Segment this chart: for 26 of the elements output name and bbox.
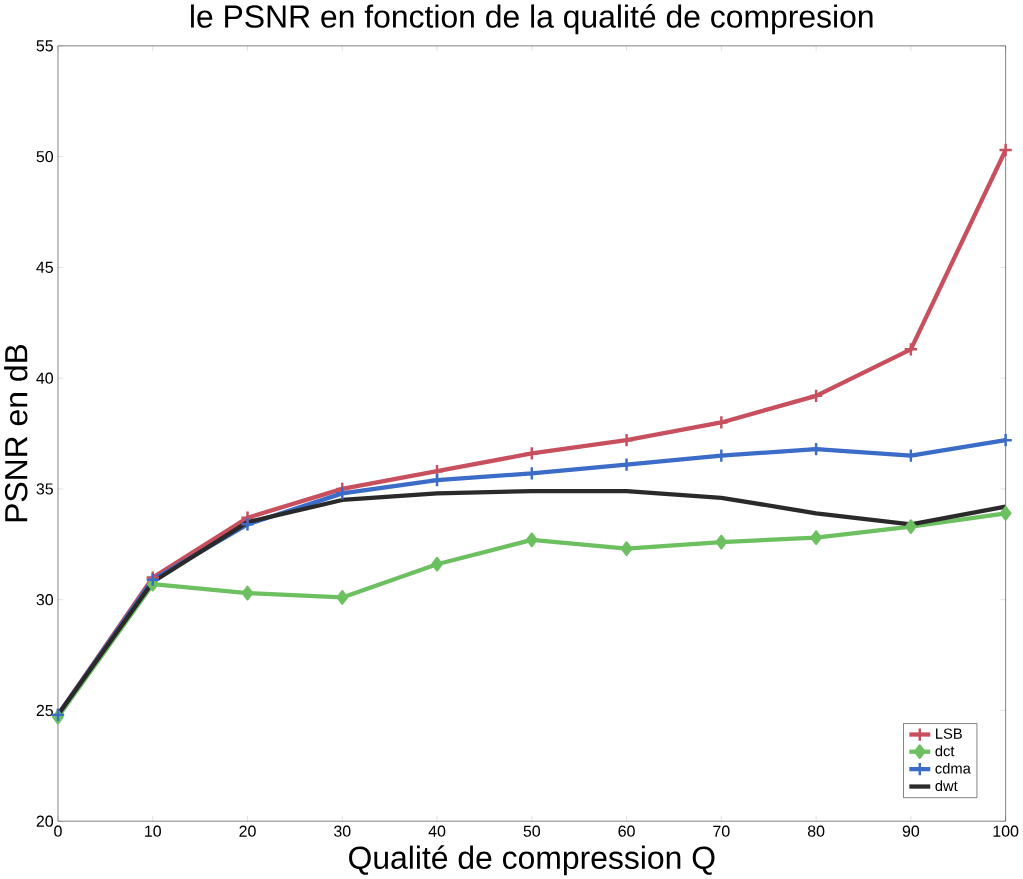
x-tick-label: 90 — [902, 825, 920, 837]
x-tick-label: 20 — [239, 825, 256, 837]
x-tick-label: 40 — [428, 825, 446, 837]
y-tick-label: 40 — [36, 372, 54, 384]
x-tick-label: 60 — [618, 825, 635, 837]
chart-title: le PSNR en fonction de la qualité de compresion — [191, 3, 873, 34]
y-tick-label: 50 — [36, 150, 54, 163]
x-tick-label: 50 — [523, 825, 541, 837]
x-tick-label: 70 — [713, 825, 730, 837]
legend-label: LSB — [936, 728, 962, 739]
x-tick-label: 0 — [54, 825, 62, 837]
y-tick-label: 35 — [36, 483, 53, 495]
y-axis-title: PSNR en dB — [4, 344, 28, 522]
x-tick-label: 30 — [334, 825, 351, 837]
x-tick-label: 10 — [145, 825, 161, 837]
y-tick-label: 20 — [36, 815, 54, 827]
legend-label: cdma — [935, 762, 971, 774]
y-tick-label: 55 — [36, 40, 53, 52]
y-tick-label: 25 — [36, 704, 53, 716]
y-tick-label: 30 — [36, 593, 54, 606]
x-tick-label: 100 — [993, 825, 1019, 837]
x-axis-title: Qualité de compression Q — [349, 845, 715, 876]
x-tick-label: 80 — [807, 825, 825, 837]
y-tick-label: 45 — [36, 261, 53, 273]
legend-label: dct — [935, 745, 955, 757]
legend-label: dwt — [935, 780, 958, 791]
